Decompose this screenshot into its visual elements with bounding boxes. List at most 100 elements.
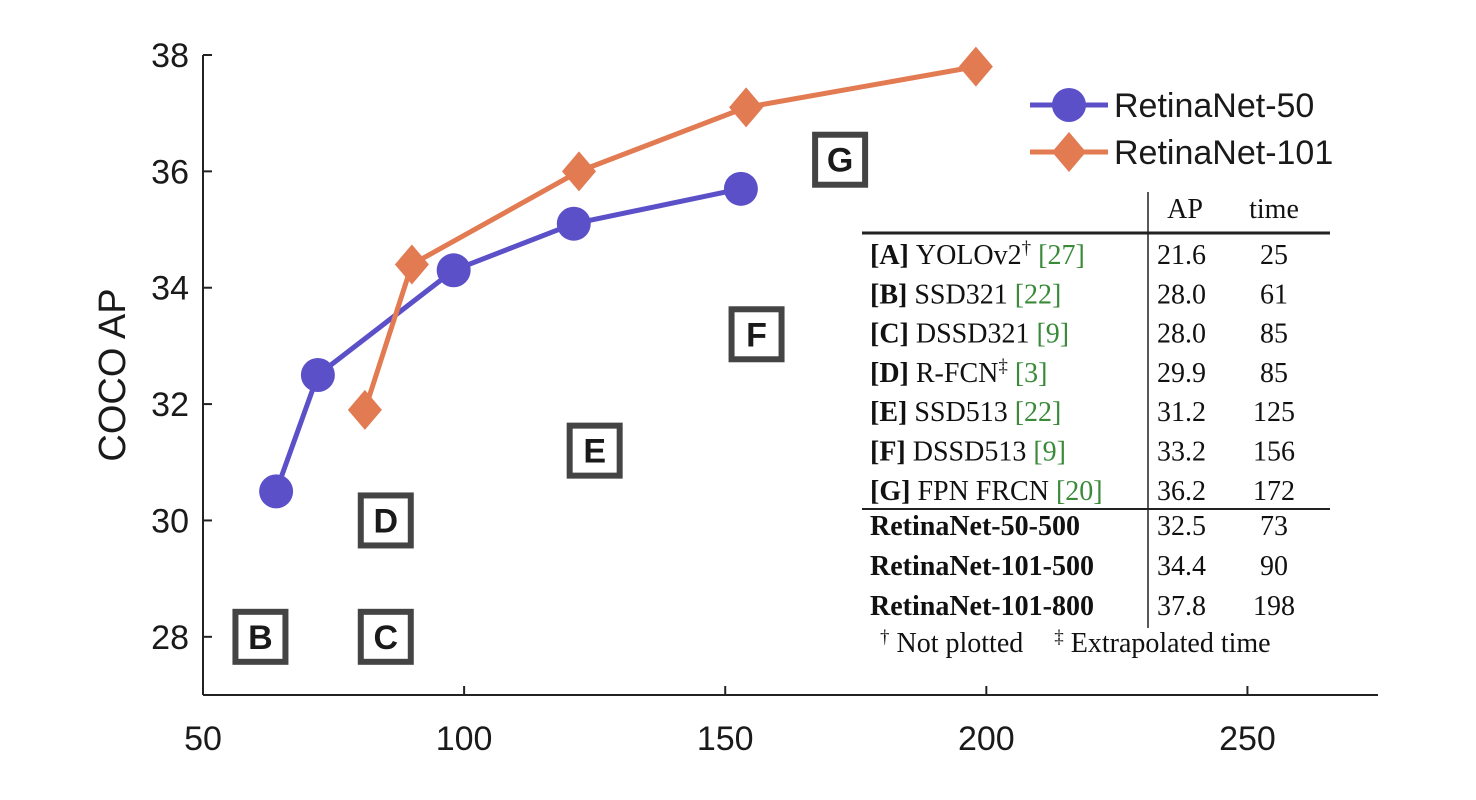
table-row-reference: [3] [1008,358,1048,389]
table-row-ap: 33.2 [1157,437,1206,468]
table-row-tag: [E] [870,397,914,428]
table-row-method-ssd321: [B] SSD321 [22] [870,279,1061,310]
y-tick-label-36: 36 [151,153,189,191]
series-line-retinanet-50 [273,186,742,493]
method-box-g [812,131,869,188]
table-header-ap: AP [1167,194,1203,225]
table-row-tag: [C] [870,319,916,350]
x-tick-label-50: 50 [184,720,222,758]
footnote-ddagger-text: Extrapolated time [1071,628,1271,659]
table-row: [E] SSD513 [22] 31.2 125 [870,397,1295,428]
table-row-tag: [G] [870,476,917,507]
method-label-c: C [373,619,398,657]
table-row-footnote-mark: ‡ [998,356,1008,377]
table-row-tag: [A] [870,240,916,271]
table-row-method-fpn-frcn: [G] FPN FRCN [20] [870,476,1103,507]
table-row-time: 85 [1260,358,1288,389]
table-row-method-dssd513: [F] DSSD513 [9] [870,437,1066,468]
legend: RetinaNet-50 RetinaNet-101 [1030,87,1333,172]
table-row-ap: 36.2 [1157,476,1206,507]
table-row-name: SSD513 [914,397,1007,428]
table-row-time: 156 [1253,437,1295,468]
method-marker-e: E [566,422,623,479]
table-row-name: FPN FRCN [917,476,1049,507]
table-row-reference: [22] [1008,397,1062,428]
method-box-d [357,492,414,549]
method-box-b [232,608,289,665]
legend-label-retinanet-50: RetinaNet-50 [1114,87,1314,125]
x-tick-label-250: 250 [1219,720,1276,758]
point-retinanet-101-4 [958,46,993,87]
method-box-e [566,422,623,479]
table-row-reference: [9] [1029,319,1069,350]
footnote-dagger-text: Not plotted [897,628,1024,659]
table-row-time: 61 [1260,279,1288,310]
table-row: [F] DSSD513 [9] 33.2 156 [870,437,1295,468]
method-box-f [728,306,785,363]
y-tick-label-30: 30 [151,502,189,540]
method-marker-b: B [232,608,289,665]
table-row-ap: 29.9 [1157,358,1206,389]
point-retinanet-101-1 [394,244,429,285]
table-row-name: DSSD321 [916,319,1030,350]
table-row-ours: RetinaNet-101-800 37.8 198 [870,591,1295,622]
table-row-ours: RetinaNet-50-500 32.5 73 [870,511,1288,542]
table-row-name-retinanet-101-800: RetinaNet-101-800 [870,591,1094,622]
table-row-name-retinanet-101-500: RetinaNet-101-500 [870,551,1094,582]
point-retinanet-101-0 [347,389,382,430]
table-header-time: time [1249,194,1299,225]
point-retinanet-50-1 [300,358,335,392]
table-row: [C] DSSD321 [9] 28.0 85 [870,319,1288,350]
method-marker-g: G [812,131,869,188]
table-row-ap: 34.4 [1157,551,1206,582]
table-row-ap: 32.5 [1157,511,1206,542]
y-axis-title: COCO AP [92,288,134,461]
y-tick-label-32: 32 [151,386,189,424]
table-row-name: DSSD513 [913,437,1027,468]
table-row: [B] SSD321 [22] 28.0 61 [870,279,1288,310]
method-marker-c: C [357,608,414,665]
point-retinanet-50-4 [723,171,758,206]
table-row-time: 198 [1253,591,1295,622]
table-row-time: 85 [1260,319,1288,350]
axes [202,55,1378,696]
legend-marker-retinanet-101 [1052,132,1086,172]
legend-label-retinanet-101: RetinaNet-101 [1114,134,1333,172]
table-row-tag: [B] [870,279,914,310]
table-row-footnote-mark: † [1022,238,1032,259]
table-row-reference: [20] [1049,476,1103,507]
method-box-c [357,608,414,665]
point-retinanet-101-3 [729,87,764,128]
table-row-time: 90 [1260,551,1288,582]
x-tick-label-150: 150 [697,720,754,758]
table-row-ap: 31.2 [1157,397,1206,428]
method-label-d: D [373,502,398,540]
point-retinanet-50-3 [556,206,591,241]
y-tick-label-28: 28 [151,619,189,657]
series-retinanet-50 [259,171,758,509]
legend-marker-retinanet-50 [1052,88,1086,122]
table-row-tag: [F] [870,437,913,468]
table-row-method-dssd321: [C] DSSD321 [9] [870,319,1069,350]
table-row-time: 125 [1253,397,1295,428]
method-marker-f: F [728,306,785,363]
table-row-ap: 28.0 [1157,279,1206,310]
table-row-ap: 21.6 [1157,240,1206,271]
table-row: [D] R-FCN‡ [3] 29.9 85 [870,356,1288,389]
method-marker-d: D [357,492,414,549]
table-row-method-ssd513: [E] SSD513 [22] [870,397,1061,428]
table-row-name: SSD321 [914,279,1007,310]
table-row-name-retinanet-50-500: RetinaNet-50-500 [870,511,1080,542]
footnote-dagger-symbol: † [880,627,890,648]
table-row-time: 25 [1260,240,1288,271]
table-row-reference: [22] [1008,279,1062,310]
method-label-g: G [827,142,853,180]
x-tick-label-100: 100 [436,720,493,758]
table-row-ap: 37.8 [1157,591,1206,622]
table-row-name: R-FCN [916,358,998,389]
table-row-method-r-fcn: [D] R-FCN‡ [3] [870,356,1048,389]
method-label-e: E [583,433,606,471]
table-footnote: † Not plotted ‡ Extrapolated time [880,619,1271,659]
table-row-reference: [9] [1026,437,1066,468]
y-tick-label-38: 38 [151,37,189,75]
